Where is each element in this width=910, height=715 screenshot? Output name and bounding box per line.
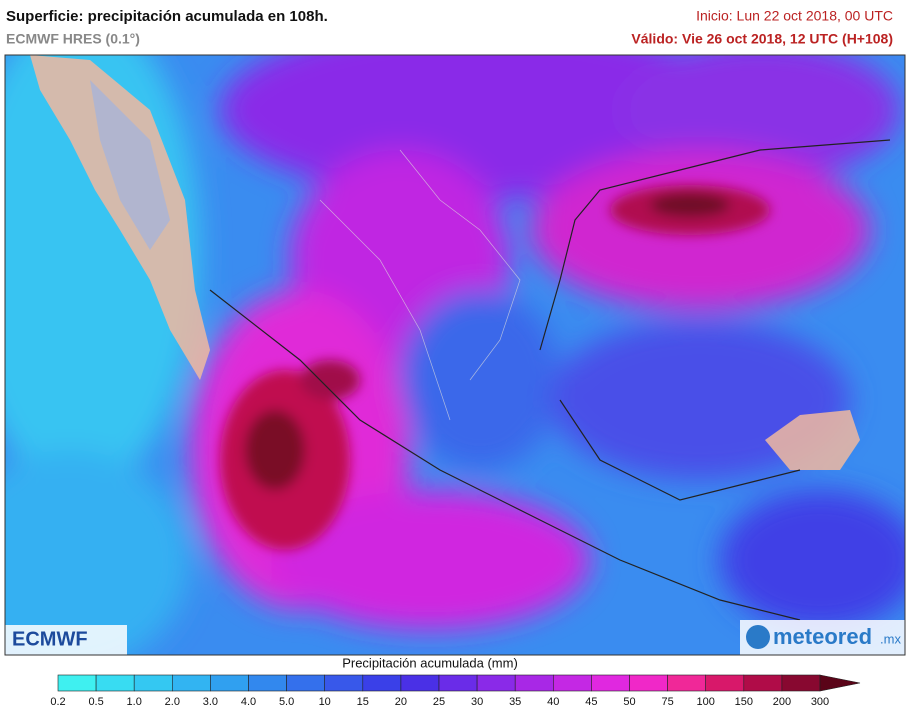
legend-tick-label: 3.0 [203,696,218,708]
legend-swatch [400,674,440,692]
legend-tick-label: 5.0 [279,696,294,708]
legend-swatch [476,674,516,692]
legend: 0.2 0.5 1.0 2.0 3.0 4.0 5.0 10 15 20 25 30 35 40 45 50 7… [50,674,861,708]
legend-swatch [57,674,97,692]
legend-swatch [286,674,326,692]
map: ECMWF meteored .mx [5,55,905,655]
legend-swatch [743,674,783,692]
legend-tick-label: 75 [661,696,673,708]
legend-swatch [667,674,706,692]
legend-swatch [705,674,745,692]
legend-tick-label: 150 [735,696,753,708]
legend-tick-label: 2.0 [165,696,180,708]
title: Superficie: precipitación acumulada en 1… [6,8,328,25]
legend-tick-label: 10 [319,696,331,708]
legend-swatch [781,674,821,692]
legend-tick-label: 30 [471,696,483,708]
legend-tick-label: 20 [395,696,407,708]
legend-title: Precipitación acumulada (mm) [342,655,518,670]
legend-swatch [324,674,364,692]
legend-swatch [438,674,478,692]
legend-tick-label: 15 [357,696,369,708]
legend-swatch [95,674,135,692]
legend-swatch [514,674,554,692]
legend-tick-label: 200 [773,696,791,708]
meteored-logo: meteored [773,624,872,649]
legend-tick-label: 1.0 [127,696,142,708]
legend-swatch [248,674,287,692]
legend-tick-label: 300 [811,696,829,708]
legend-swatch [552,674,592,692]
legend-tick-label: 25 [433,696,445,708]
legend-tick-label: 40 [547,696,559,708]
legend-tick-label: 4.0 [241,696,256,708]
legend-swatch [133,674,173,692]
legend-tick-label: 35 [509,696,521,708]
legend-arrow [819,674,861,692]
subtitle: ECMWF HRES (0.1°) [6,31,140,47]
valid-time: Válido: Vie 26 oct 2018, 12 UTC (H+108) [631,31,893,47]
legend-swatch [362,674,402,692]
legend-tick-label: 0.2 [50,696,65,708]
legend-swatch [210,674,249,692]
legend-swatch [591,674,630,692]
meteored-suffix: .mx [880,631,901,646]
legend-tick-label: 0.5 [88,696,103,708]
legend-swatch [172,674,211,692]
legend-tick-label: 100 [697,696,715,708]
legend-tick-label: 50 [623,696,635,708]
legend-tick-label: 45 [585,696,597,708]
legend-swatch [629,674,668,692]
map-frame [4,54,906,656]
init-time: Inicio: Lun 22 oct 2018, 00 UTC [696,8,893,24]
ecmwf-logo: ECMWF [12,628,88,650]
